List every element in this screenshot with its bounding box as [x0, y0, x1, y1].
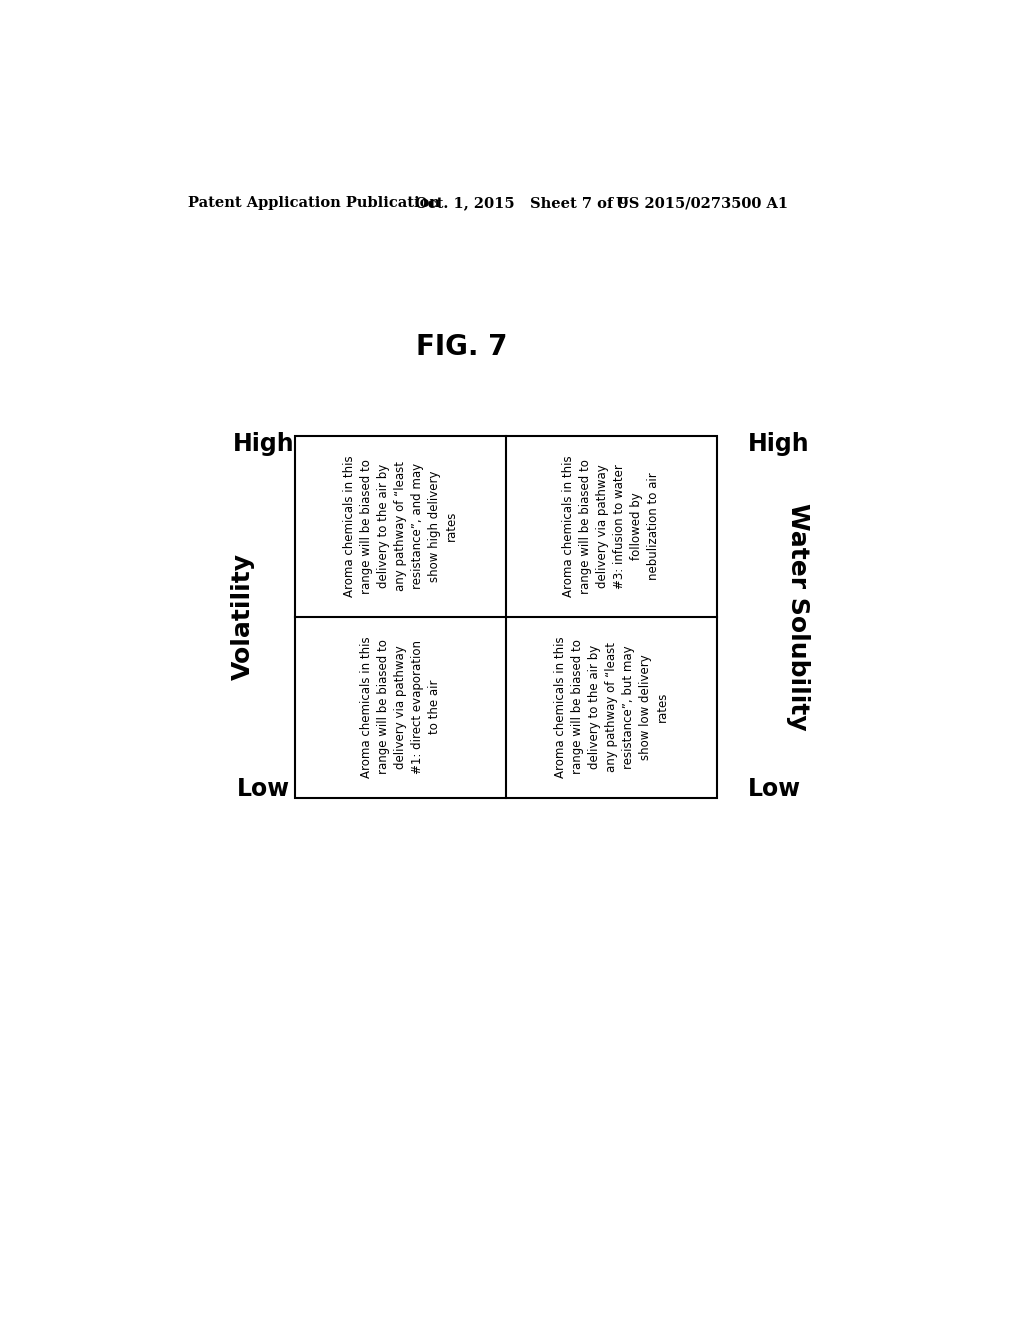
Text: Low: Low	[238, 777, 290, 801]
Text: Volatility: Volatility	[230, 553, 255, 680]
Bar	[295, 436, 717, 797]
Text: Oct. 1, 2015   Sheet 7 of 9: Oct. 1, 2015 Sheet 7 of 9	[415, 197, 629, 210]
Text: Low: Low	[748, 777, 801, 801]
Text: High: High	[748, 432, 810, 455]
Text: Aroma chemicals in this
range will be biased to
delivery via pathway
#3: infusio: Aroma chemicals in this range will be bi…	[562, 455, 660, 597]
Text: Aroma chemicals in this
range will be biased to
delivery to the air by
any pathw: Aroma chemicals in this range will be bi…	[343, 455, 458, 597]
Text: Aroma chemicals in this
range will be biased to
delivery to the air by
any pathw: Aroma chemicals in this range will be bi…	[554, 636, 669, 777]
Text: Water Solubility: Water Solubility	[786, 503, 810, 730]
Text: Patent Application Publication: Patent Application Publication	[188, 197, 440, 210]
Text: US 2015/0273500 A1: US 2015/0273500 A1	[616, 197, 788, 210]
Text: FIG. 7: FIG. 7	[416, 333, 507, 362]
Text: High: High	[232, 432, 295, 455]
Text: Aroma chemicals in this
range will be biased to
delivery via pathway
#1: direct : Aroma chemicals in this range will be bi…	[359, 636, 440, 777]
